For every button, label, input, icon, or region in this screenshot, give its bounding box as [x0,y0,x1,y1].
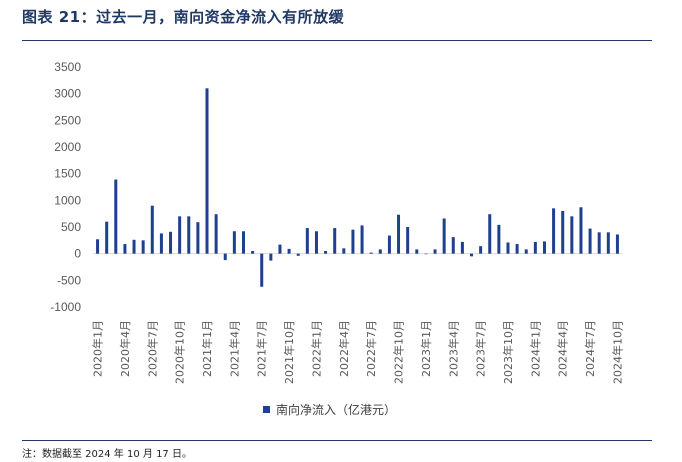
bar [588,228,592,254]
bar [232,231,236,254]
x-tick-label: 2020年10月 [173,320,187,384]
title-divider [22,40,652,41]
bar [533,241,537,254]
x-tick-label: 2020年4月 [118,320,132,377]
bar [251,251,255,254]
bar [561,211,565,254]
bar [123,244,127,254]
x-tick-label: 2021年4月 [227,320,241,377]
x-tick-label: 2020年7月 [145,320,159,377]
bar [579,207,583,254]
x-tick-label: 2024年1月 [528,320,542,377]
bar [351,229,355,254]
bar [333,228,337,254]
bar [169,231,173,254]
bar [597,232,601,254]
bars [93,88,622,287]
bar [305,228,309,254]
bar [269,253,273,261]
bar [442,218,446,254]
bar [397,214,401,254]
x-tick-label: 2022年10月 [392,320,406,384]
bar [241,231,245,254]
bar [424,253,428,255]
bar [205,88,209,254]
bar [615,234,619,254]
bar [132,239,136,254]
bar [278,244,282,254]
x-tick-label: 2021年10月 [282,320,296,384]
x-tick-label: 2020年1月 [91,320,105,377]
bar [223,253,227,261]
y-tick-label: 500 [61,220,81,234]
x-tick-label: 2023年10月 [501,320,515,384]
legend-label: 南向净流入（亿港元） [276,402,396,417]
bar [542,241,546,254]
bar [515,244,519,254]
x-axis: 2020年1月 2020年4月 2020年7月 2020年10月 2021年1月 2021… [91,320,625,384]
bar [260,253,264,287]
bar [114,179,118,254]
legend: 南向净流入（亿港元） [263,402,396,417]
y-tick-label: 1000 [54,193,81,207]
y-tick-label: 1500 [54,167,81,181]
bar [470,253,474,257]
bar [552,208,556,254]
bar [451,237,455,254]
bar [141,240,145,254]
x-tick-label: 2024年10月 [610,320,624,384]
bar [570,216,574,254]
bar [342,248,346,254]
bar [460,241,464,254]
bar [287,248,291,254]
bar [178,216,182,254]
y-tick-label: 2500 [54,113,81,127]
bar [524,249,528,254]
x-tick-label: 2022年7月 [364,320,378,377]
y-tick-label: 3500 [54,60,81,74]
bar [159,233,163,254]
bar [96,239,100,254]
bar [406,227,410,254]
bar [606,232,610,254]
bar [369,252,373,254]
bar [415,249,419,254]
bar [433,249,437,254]
bar [488,214,492,254]
x-tick-label: 2021年7月 [255,320,269,377]
bar [214,214,218,254]
bar [296,253,300,256]
footer-divider [22,440,652,441]
y-tick-label: -1000 [50,300,81,314]
bar [360,225,364,254]
x-tick-label: 2022年4月 [337,320,351,377]
bar [497,224,501,254]
footnote: 注：数据截至 2024 年 10 月 17 日。 [22,449,192,460]
bar [506,242,510,254]
bar [105,221,109,254]
x-tick-label: 2021年1月 [200,320,214,377]
bar [150,205,154,254]
x-tick-label: 2023年4月 [446,320,460,377]
bar [314,231,318,254]
bar [196,222,200,254]
x-tick-label: 2024年7月 [583,320,597,377]
bar [387,235,391,254]
x-tick-label: 2023年7月 [474,320,488,377]
bar [378,249,382,254]
legend-swatch [263,406,270,413]
x-tick-label: 2022年1月 [309,320,323,377]
y-tick-label: 2000 [54,140,81,154]
y-tick-label: 0 [74,247,81,261]
bar [187,216,191,254]
y-tick-label: -500 [57,273,81,287]
bar [479,246,483,254]
y-tick-label: 3000 [54,87,81,101]
x-tick-label: 2023年1月 [419,320,433,377]
figure-title: 图表 21：过去一月，南向资金净流入有所放缓 [22,8,345,26]
y-axis: -1000 -500 0 500 1000 1500 2000 2500 3000 3500 [50,60,81,314]
x-tick-label: 2024年4月 [556,320,570,377]
bar [324,251,328,254]
